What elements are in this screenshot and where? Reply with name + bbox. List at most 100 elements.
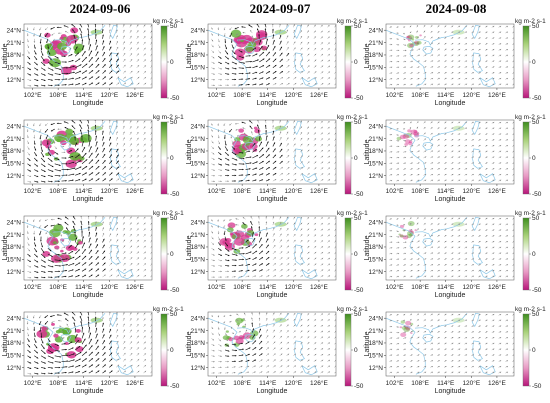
wind-arrow (334, 127, 336, 130)
wind-arrow-head (66, 67, 68, 69)
wind-arrow-head (465, 241, 468, 243)
wind-arrow-head (51, 165, 54, 167)
wind-arrow-head (117, 352, 119, 355)
wind-arrow-head (274, 52, 276, 54)
wind-arrow-head (499, 217, 502, 220)
wind-arrow-head (33, 226, 35, 229)
wind-arrow-head (65, 318, 67, 320)
wind-arrow-head (96, 51, 99, 54)
wind-arrow-head (80, 33, 82, 36)
wind-arrow-head (308, 269, 310, 271)
wind-arrow-head (451, 269, 454, 272)
wind-arrow-head (431, 258, 434, 260)
wind-arrow-head (76, 46, 78, 49)
wind-arrow-head (91, 364, 93, 367)
flux-positive-patch (235, 317, 244, 324)
wind-arrow-head (29, 175, 32, 178)
wind-arrow-head (438, 150, 440, 153)
wind-arrow-head (492, 145, 495, 147)
flux-negative-patch (406, 35, 410, 39)
wind-arrow-head (397, 275, 399, 278)
wind-arrow-head (418, 48, 421, 51)
flux-positive-patch (56, 138, 62, 143)
wind-arrow-head (72, 316, 74, 319)
y-tick-label: 12°N (190, 268, 205, 276)
wind-arrow-head (95, 216, 97, 218)
wind-arrow-head (211, 333, 214, 335)
wind-arrow-head (479, 83, 481, 86)
wind-arrow-head (255, 173, 257, 176)
colorbar-unit: kg m-2 s-1 (515, 114, 546, 121)
wind-arrow-head (411, 168, 413, 170)
wind-arrow-head (458, 25, 461, 28)
wind-arrow-head (110, 256, 112, 259)
wind-arrow-head (102, 136, 105, 138)
wind-arrow-head (137, 324, 139, 326)
wind-arrow-head (397, 230, 399, 233)
wind-arrow-head (79, 316, 82, 318)
wind-arrow-head (242, 56, 244, 59)
x-tick-label: 114°E (75, 379, 93, 387)
wind-arrow-head (451, 144, 454, 147)
wind-arrow-head (458, 264, 461, 266)
wind-arrow-head (465, 168, 468, 170)
wind-arrow-head (227, 67, 230, 70)
wind-arrow-head (84, 364, 87, 367)
wind-arrow-head (268, 71, 270, 73)
y-tick-label: 15°N (6, 64, 21, 72)
wind-arrow-head (130, 35, 132, 38)
wind-arrow-head (266, 135, 268, 137)
wind-arrow-head (321, 234, 323, 237)
wind-arrow-head (293, 137, 296, 140)
flux-positive-patch (236, 322, 240, 326)
wind-arrow-head (472, 31, 474, 34)
wind-arrow-head (110, 346, 112, 349)
wind-arrow-head (143, 312, 146, 315)
wind-arrow-head (116, 137, 118, 139)
wind-arrow-head (33, 143, 36, 145)
wind-arrow-head (499, 77, 502, 80)
colorbar (522, 217, 530, 291)
wind-arrow-head (103, 154, 106, 156)
wind-arrow-head (64, 55, 66, 58)
wind-arrow-head (91, 76, 94, 79)
wind-arrow (512, 84, 514, 86)
wind-arrow-head (390, 55, 393, 57)
wind-arrow-head (243, 62, 245, 64)
wind-arrow-head (258, 226, 261, 228)
wind-arrow-head (445, 162, 447, 164)
wind-arrow-head (90, 345, 93, 347)
map-background (208, 24, 336, 88)
wind-arrow-head (109, 317, 111, 320)
wind-arrow-head (328, 240, 330, 242)
wind-arrow-head (124, 364, 126, 367)
wind-arrow-head (451, 72, 454, 74)
wind-arrow-head (328, 132, 330, 135)
wind-arrow-head (68, 238, 71, 241)
wind-arrow-head (36, 356, 39, 359)
wind-arrow-head (294, 167, 297, 169)
wind-arrow-head (81, 39, 84, 41)
wind-arrow-head (458, 241, 461, 243)
x-tick-label: 120°E (284, 283, 302, 291)
wind-arrow-head (492, 179, 495, 182)
x-tick-label: 126°E (488, 283, 506, 291)
colorbar-tick-label: 50 (170, 119, 178, 126)
wind-arrow (512, 241, 514, 243)
wind-arrow-head (499, 83, 502, 86)
wind-arrow-head (63, 25, 66, 27)
wind-arrow-head (445, 275, 447, 278)
wind-arrow-head (97, 370, 100, 373)
wind-arrow-head (29, 164, 31, 167)
wind-arrow-head (144, 251, 146, 254)
wind-arrow-head (274, 148, 276, 151)
y-tick-label: 21°N (368, 39, 383, 47)
wind-arrow-head (136, 132, 139, 134)
x-axis-label: Longitude (73, 292, 104, 299)
wind-arrow-head (506, 150, 509, 153)
wind-arrow-head (227, 360, 229, 363)
wind-arrow-head (116, 52, 119, 55)
wind-arrow-head (485, 223, 488, 226)
wind-arrow-head (67, 329, 70, 331)
wind-arrow-head (409, 127, 411, 129)
